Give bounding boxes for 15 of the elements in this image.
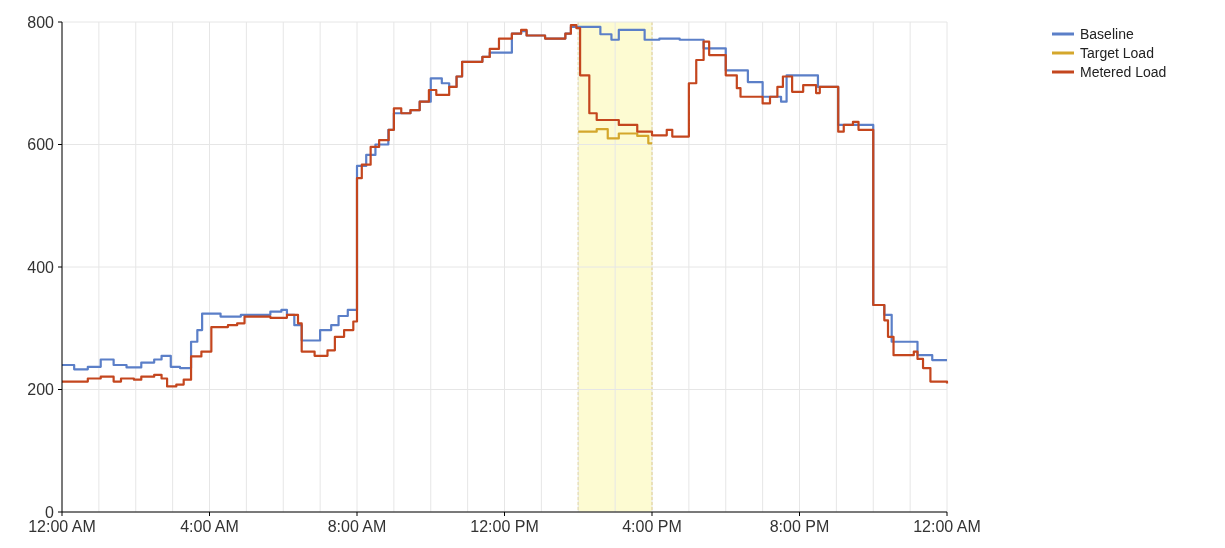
x-tick-label: 12:00 AM — [28, 518, 96, 535]
legend-label: Metered Load — [1080, 63, 1167, 80]
x-tick-label: 4:00 AM — [180, 518, 239, 535]
y-tick-label: 600 — [27, 136, 55, 154]
x-tick-label: 4:00 PM — [622, 518, 682, 535]
x-tick-label: 8:00 AM — [327, 518, 387, 535]
y-tick-label: 200 — [27, 381, 55, 399]
x-tick-label: 12:00 PM — [470, 518, 539, 535]
y-tick-label: 800 — [27, 13, 55, 31]
legend-label: Target Load — [1080, 44, 1154, 61]
x-tick-label: 12:00 AM — [913, 518, 981, 535]
y-tick-label: 0 — [45, 503, 55, 521]
x-tick-label: 8:00 PM — [769, 518, 830, 535]
legend-label: Baseline — [1080, 25, 1134, 42]
y-tick-label: 400 — [27, 258, 55, 276]
